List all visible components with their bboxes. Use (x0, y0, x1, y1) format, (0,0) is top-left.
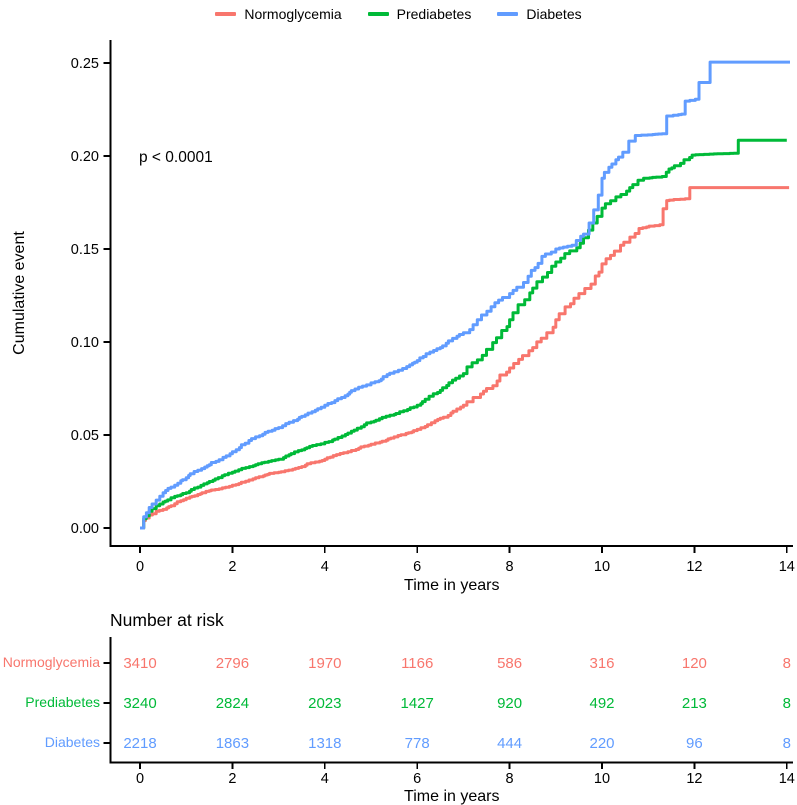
legend: Normoglycemia Prediabetes Diabetes (0, 2, 797, 26)
risk-table-x-tick-label: 12 (686, 771, 702, 787)
legend-label-diabetes: Diabetes (526, 6, 582, 22)
risk-value-normoglycemia-t6: 1166 (401, 655, 433, 672)
risk-value-prediabetes-t6: 1427 (401, 695, 434, 712)
y-axis-tick-label: 0.20 (71, 149, 99, 165)
y-axis-tick-label: 0.10 (71, 335, 99, 351)
x-axis-tick-label: 10 (594, 559, 610, 575)
risk-value-normoglycemia-t4: 1970 (308, 655, 341, 672)
risk-value-normoglycemia-t10: 316 (589, 655, 614, 672)
risk-table-x-tick-label: 6 (413, 771, 421, 787)
y-axis-tick-label: 0.15 (71, 242, 99, 258)
x-axis-title: Time in years (404, 577, 499, 594)
risk-value-normoglycemia-t8: 586 (497, 655, 522, 672)
curve-prediabetes (140, 138, 787, 530)
x-axis-tick-label: 8 (506, 559, 514, 575)
curve-diabetes (140, 60, 790, 530)
risk-value-prediabetes-t8: 920 (497, 695, 522, 712)
x-axis-tick-label: 4 (321, 559, 329, 575)
risk-value-prediabetes-t14: 8 (783, 695, 791, 712)
x-axis-tick-label: 14 (779, 559, 795, 575)
y-axis-title: Cumulative event (11, 231, 28, 355)
risk-value-prediabetes-t10: 492 (589, 695, 614, 712)
p-value-annotation: p < 0.0001 (139, 149, 213, 166)
y-axis-tick-label: 0.05 (71, 428, 99, 444)
curve-normoglycemia (140, 186, 790, 530)
risk-value-diabetes-t0: 2218 (123, 735, 156, 752)
x-axis-tick-label: 6 (413, 559, 421, 575)
risk-table-x-tick-label: 0 (136, 771, 144, 787)
legend-line-normoglycemia-icon (215, 12, 237, 16)
risk-value-normoglycemia-t12: 120 (682, 655, 707, 672)
legend-label-normoglycemia: Normoglycemia (244, 6, 342, 22)
risk-table-x-axis-title: Time in years (404, 788, 499, 805)
risk-value-diabetes-t12: 96 (686, 735, 703, 752)
legend-line-prediabetes-icon (367, 12, 389, 16)
risk-table-x-tick-label: 2 (228, 771, 236, 787)
risk-table-x-tick-label: 14 (779, 771, 795, 787)
risk-table-title: Number at risk (110, 610, 224, 630)
risk-value-prediabetes-t12: 213 (682, 695, 707, 712)
risk-value-diabetes-t4: 1318 (308, 735, 341, 752)
risk-value-prediabetes-t4: 2023 (308, 695, 341, 712)
legend-item-diabetes: Diabetes (497, 6, 582, 22)
legend-label-prediabetes: Prediabetes (396, 6, 472, 22)
risk-value-diabetes-t8: 444 (497, 735, 522, 752)
risk-value-prediabetes-t2: 2824 (216, 695, 249, 712)
risk-value-normoglycemia-t0: 3410 (123, 655, 156, 672)
risk-row-label-normoglycemia: Normoglycemia (3, 654, 100, 670)
risk-value-diabetes-t2: 1863 (216, 735, 249, 752)
risk-value-diabetes-t10: 220 (589, 735, 614, 752)
x-axis-tick-label: 12 (686, 559, 702, 575)
legend-line-diabetes-icon (497, 12, 519, 16)
risk-row-label-prediabetes: Prediabetes (25, 694, 100, 710)
risk-table-x-tick-label: 4 (321, 771, 329, 787)
risk-value-diabetes-t6: 778 (405, 735, 430, 752)
y-axis-tick-label: 0.25 (71, 56, 99, 72)
risk-value-normoglycemia-t2: 2796 (216, 655, 249, 672)
risk-value-diabetes-t14: 8 (783, 735, 791, 752)
risk-value-normoglycemia-t14: 8 (783, 655, 791, 672)
legend-item-prediabetes: Prediabetes (367, 6, 472, 22)
legend-item-normoglycemia: Normoglycemia (215, 6, 342, 22)
y-axis-tick-label: 0.00 (71, 521, 99, 537)
risk-value-prediabetes-t0: 3240 (123, 695, 156, 712)
risk-table-x-tick-label: 8 (506, 771, 514, 787)
risk-row-label-diabetes: Diabetes (45, 734, 100, 750)
x-axis-tick-label: 0 (136, 559, 144, 575)
risk-table-x-tick-label: 10 (594, 771, 610, 787)
x-axis-tick-label: 2 (228, 559, 236, 575)
